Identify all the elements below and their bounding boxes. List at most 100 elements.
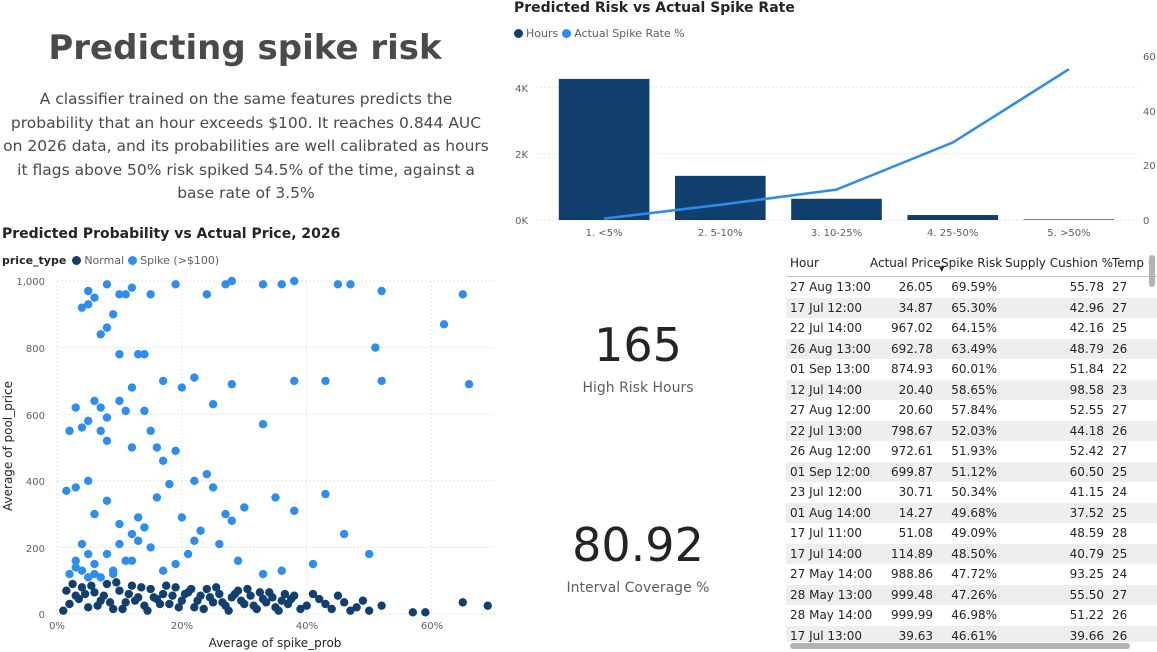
bar-hours[interactable] [1023,219,1115,220]
point-spike[interactable] [258,280,268,289]
point-spike[interactable] [77,566,87,575]
point-spike[interactable] [190,536,199,545]
table-row[interactable]: 17 Jul 13:00 39.63 46.61% 39.66 26 [786,625,1157,642]
bar-hours[interactable] [907,215,999,220]
point-spike[interactable] [127,529,137,539]
column-header-supply-cushion[interactable]: Supply Cushion % [1001,250,1113,277]
point-spike[interactable] [371,343,380,352]
point-spike[interactable] [202,469,212,479]
point-spike[interactable] [102,436,112,446]
point-spike[interactable] [364,549,374,559]
point-spike[interactable] [240,503,249,512]
table-row[interactable]: 27 Aug 13:00 26.05 69.59% 55.78 27 [786,277,1157,298]
point-spike[interactable] [290,276,299,286]
point-normal[interactable] [377,601,386,610]
table-row[interactable]: 28 May 13:00 999.48 47.26% 55.50 27 [786,584,1157,605]
point-spike[interactable] [146,426,155,436]
point-normal[interactable] [483,601,492,610]
point-spike[interactable] [71,483,80,492]
point-normal[interactable] [255,588,265,597]
point-spike[interactable] [277,280,286,289]
point-normal[interactable] [358,596,368,605]
table-row[interactable]: 26 Aug 13:00 692.78 63.49% 48.79 26 [786,338,1157,359]
point-normal[interactable] [137,583,146,592]
point-spike[interactable] [84,573,93,582]
point-spike[interactable] [77,303,87,312]
point-spike[interactable] [90,293,99,302]
point-spike[interactable] [71,556,80,565]
point-spike[interactable] [121,406,130,416]
point-normal[interactable] [177,596,187,605]
point-normal[interactable] [352,603,361,612]
point-spike[interactable] [84,549,93,559]
point-normal[interactable] [205,593,215,602]
table-row[interactable]: 23 Jul 12:00 30.71 50.34% 41.15 24 [786,482,1157,503]
table-vertical-scrollbar[interactable] [1149,255,1155,287]
point-normal[interactable] [77,583,87,592]
point-normal[interactable] [102,579,112,589]
table-row[interactable]: 01 Sep 13:00 874.93 60.01% 51.84 22 [786,359,1157,380]
point-spike[interactable] [152,493,162,502]
point-spike[interactable] [90,559,99,569]
point-spike[interactable] [102,496,112,505]
point-spike[interactable] [84,476,93,485]
point-spike[interactable] [258,419,268,429]
point-spike[interactable] [171,446,180,456]
point-spike[interactable] [121,290,130,299]
point-spike[interactable] [158,456,168,466]
point-spike[interactable] [208,400,218,409]
point-spike[interactable] [146,290,155,299]
point-normal[interactable] [108,604,118,614]
point-spike[interactable] [102,323,112,332]
point-spike[interactable] [77,423,87,432]
table-row[interactable]: 17 Jul 11:00 51.08 49.09% 48.59 28 [786,523,1157,544]
point-normal[interactable] [280,589,290,599]
point-spike[interactable] [133,350,143,359]
point-spike[interactable] [227,380,236,389]
point-spike[interactable] [65,426,74,436]
point-spike[interactable] [140,523,149,532]
point-normal[interactable] [236,596,246,605]
point-normal[interactable] [268,593,277,602]
point-spike[interactable] [84,416,93,426]
point-normal[interactable] [74,594,84,604]
point-spike[interactable] [133,536,143,545]
table-row[interactable]: 26 Aug 12:00 972.61 51.93% 52.42 27 [786,441,1157,462]
point-spike[interactable] [77,539,87,549]
table-row[interactable]: 22 Jul 14:00 967.02 64.15% 42.16 25 [786,318,1157,339]
point-spike[interactable] [221,509,230,519]
point-normal[interactable] [321,599,330,609]
point-spike[interactable] [84,300,93,309]
point-normal[interactable] [68,579,77,589]
point-normal[interactable] [155,599,165,609]
point-spike[interactable] [127,556,137,565]
point-normal[interactable] [277,596,286,605]
spike-risk-table[interactable]: Hour Actual Price Spike Risk ▼ Supply Cus… [786,250,1157,642]
point-normal[interactable] [105,598,115,607]
table-row[interactable]: 01 Aug 14:00 14.27 49.68% 37.52 25 [786,502,1157,523]
point-normal[interactable] [124,589,133,599]
legend-item-normal[interactable]: Normal [72,254,124,267]
point-spike[interactable] [290,376,299,386]
bar-hours[interactable] [558,78,650,221]
point-spike[interactable] [96,403,105,412]
point-normal[interactable] [421,608,430,617]
point-spike[interactable] [133,513,143,522]
point-normal[interactable] [199,604,208,614]
point-normal[interactable] [408,608,418,617]
point-normal[interactable] [308,589,318,599]
point-spike[interactable] [158,566,168,575]
point-normal[interactable] [118,604,127,614]
point-spike[interactable] [90,569,99,579]
point-spike[interactable] [277,566,286,575]
point-spike[interactable] [84,286,93,296]
point-spike[interactable] [458,290,467,299]
point-spike[interactable] [177,513,187,522]
point-spike[interactable] [208,483,218,492]
point-normal[interactable] [202,584,212,594]
point-spike[interactable] [102,549,112,559]
point-normal[interactable] [143,606,152,615]
point-spike[interactable] [227,276,236,286]
point-normal[interactable] [458,598,467,607]
point-normal[interactable] [339,598,349,607]
